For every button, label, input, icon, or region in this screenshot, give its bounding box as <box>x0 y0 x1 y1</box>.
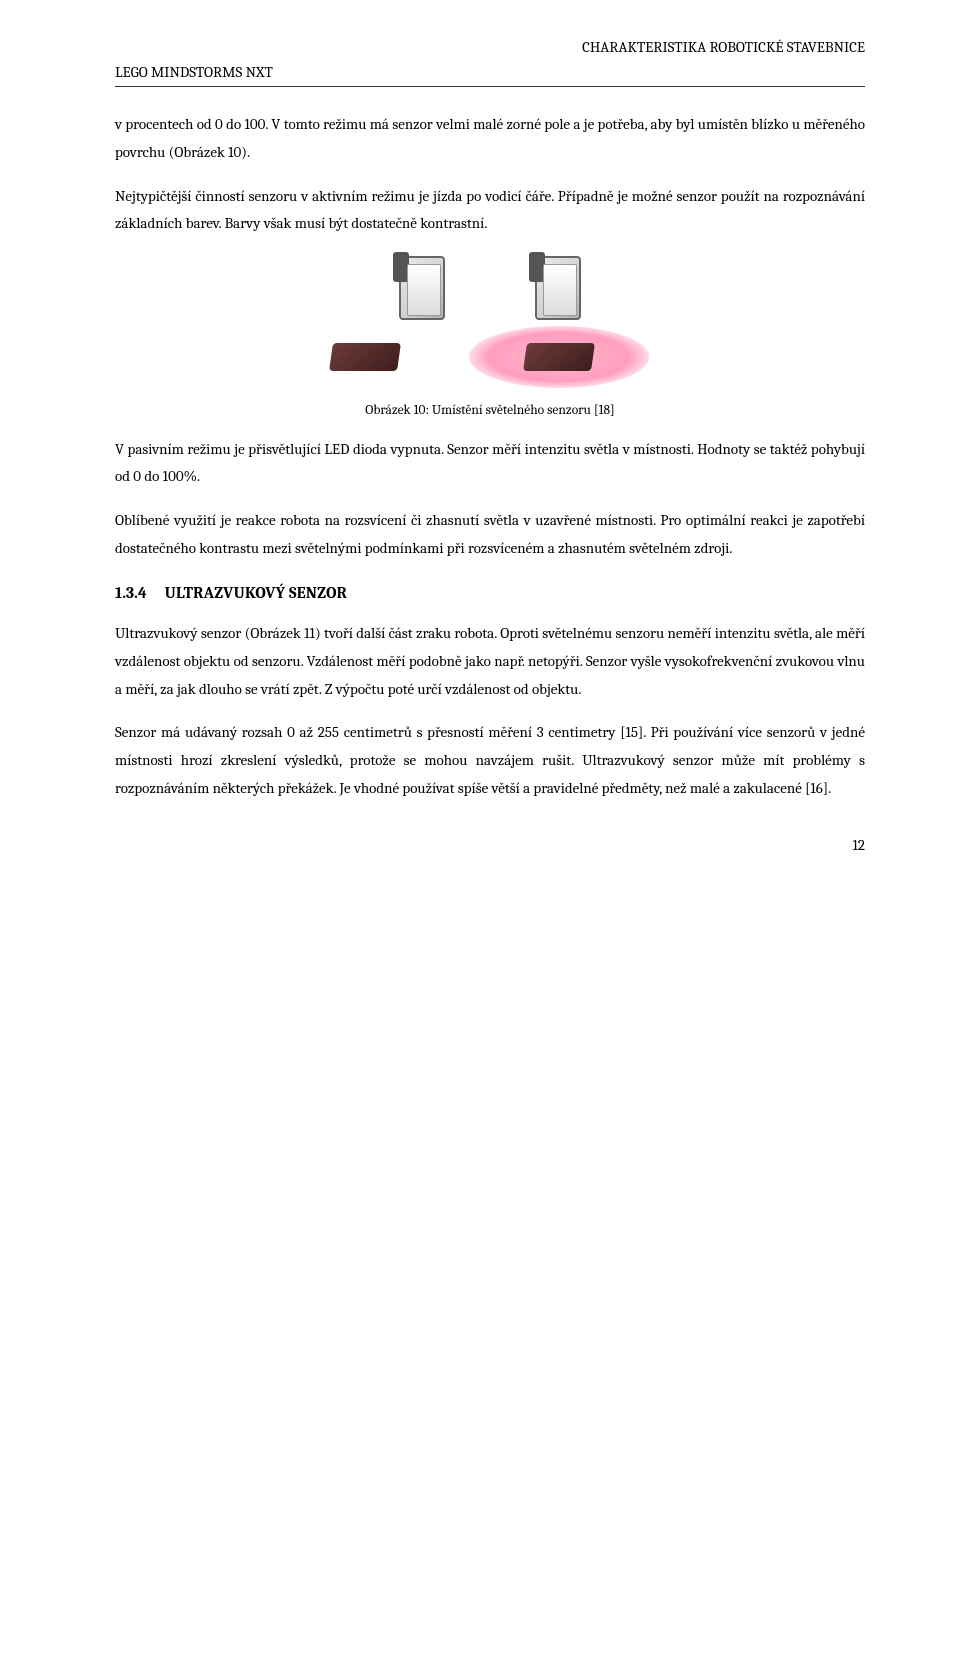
paragraph-2: Nejtypičtější činností senzoru v aktivní… <box>115 183 865 239</box>
figure-10-caption: Obrázek 10: Umístění světelného senzoru … <box>115 400 865 422</box>
section-number: 1.3.4 <box>115 584 147 602</box>
lego-brick-icon <box>329 343 401 371</box>
light-sensor-icon <box>535 256 581 320</box>
highlight-oval-icon <box>469 326 649 388</box>
paragraph-1: v procentech od 0 do 100. V tomto režimu… <box>115 111 865 167</box>
figure-10 <box>115 256 865 388</box>
paragraph-4: Oblíbené využití je reakce robota na roz… <box>115 507 865 563</box>
light-sensor-icon <box>399 256 445 320</box>
lego-brick-icon <box>523 343 595 371</box>
section-heading-1-3-4: 1.3.4 ULTRAZVUKOVÝ SENZOR <box>115 581 865 607</box>
running-header-right: CHARAKTERISTIKA ROBOTICKÉ STAVEBNICE <box>582 35 865 59</box>
figure-bricks-row <box>115 326 865 388</box>
running-header-container: LEGO MINDSTORMS NXT <box>115 60 865 87</box>
running-header-left: LEGO MINDSTORMS NXT <box>115 63 273 81</box>
figure-sensors-row <box>115 256 865 320</box>
page-number: 12 <box>115 833 865 857</box>
paragraph-6: Senzor má udávaný rozsah 0 až 255 centim… <box>115 719 865 802</box>
paragraph-3: V pasivním režimu je přisvětlující LED d… <box>115 436 865 492</box>
paragraph-5: Ultrazvukový senzor (Obrázek 11) tvoří d… <box>115 620 865 703</box>
section-title: ULTRAZVUKOVÝ SENZOR <box>165 584 347 602</box>
